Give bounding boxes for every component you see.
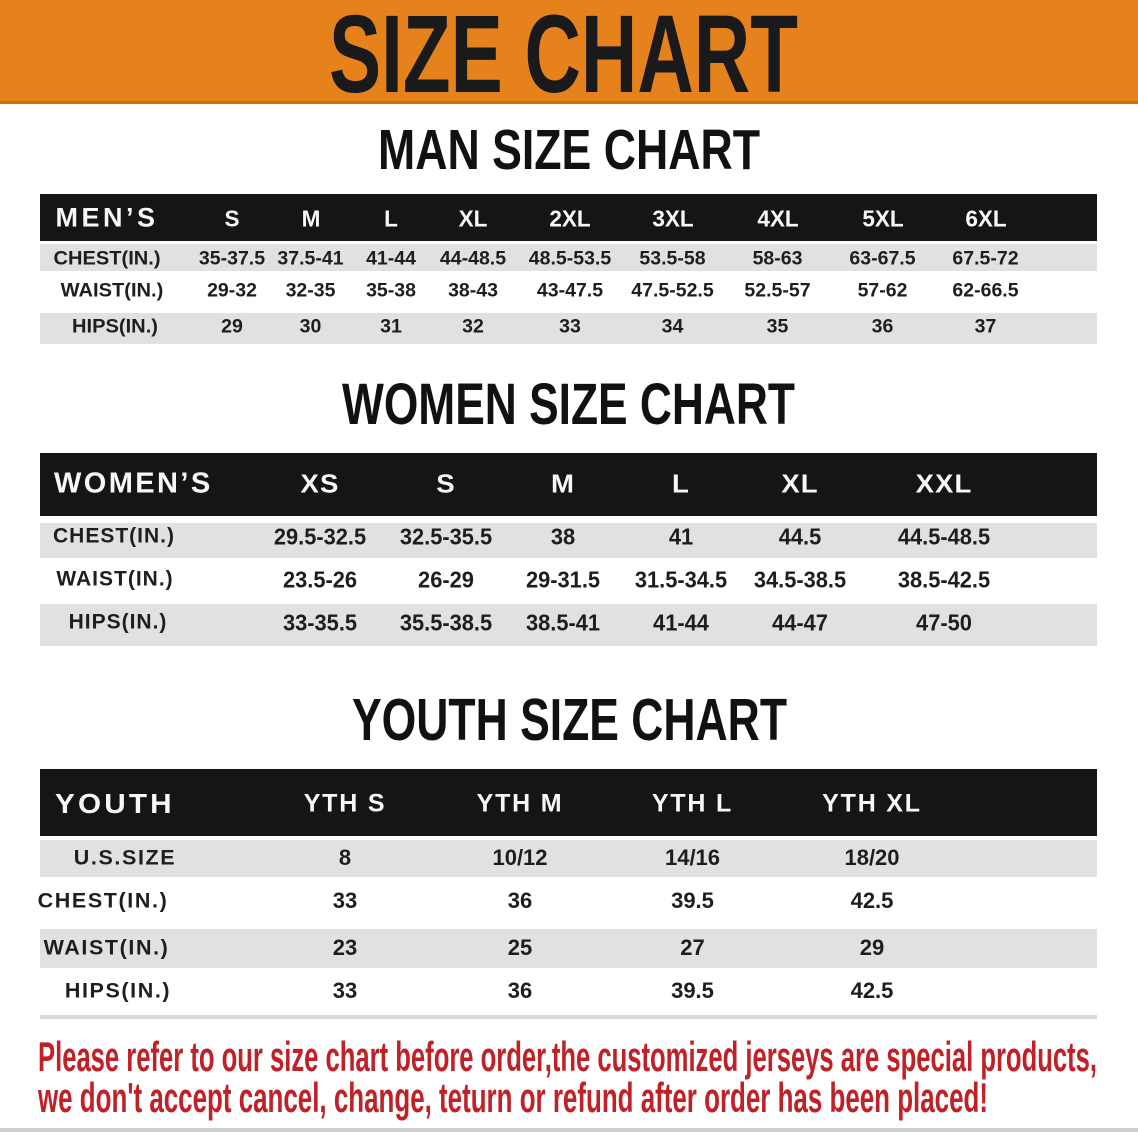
svg-text:WOMEN SIZE CHART: WOMEN SIZE CHART [342, 372, 795, 437]
svg-text:MAN SIZE CHART: MAN SIZE CHART [378, 118, 760, 182]
svg-text:we don't accept cancel, change: we don't accept cancel, change, teturn o… [37, 1074, 988, 1121]
svg-text:YOUTH SIZE CHART: YOUTH SIZE CHART [352, 687, 787, 753]
svg-text:Please refer to our size chart: Please refer to our size chart before or… [38, 1033, 1097, 1080]
svg-text:SIZE CHART: SIZE CHART [329, 0, 798, 116]
